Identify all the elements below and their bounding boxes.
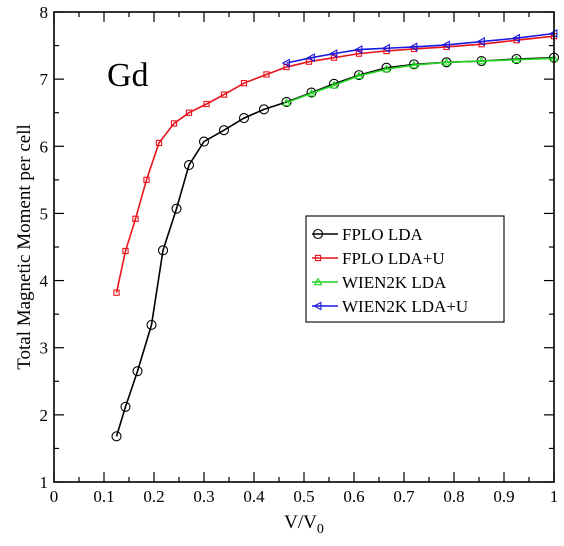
legend-marker [314,254,322,262]
data-point-wien2k-lda [329,80,339,89]
data-point-fplo-lda [183,160,195,171]
data-point-fplo-lda [238,113,250,124]
x-axis-label: V/V0 [284,512,324,537]
x-tick-label: 0 [50,487,59,506]
data-point-fplo-lda-u [203,100,210,108]
data-point-fplo-lda [281,96,292,108]
x-tick-label: 0.7 [393,487,415,506]
legend-marker [313,277,323,286]
data-point-wien2k-lda-u [441,40,450,50]
legend-label: WIEN2K LDA [342,273,447,292]
data-point-wien2k-lda [512,55,521,63]
x-tick-label: 0.6 [343,487,364,506]
x-tick-label: 0.2 [143,487,164,506]
series-line-wien2k-lda [286,57,555,104]
y-tick-label: 8 [40,3,49,22]
data-point-wien2k-lda-u [306,53,315,63]
data-point-fplo-lda-u [263,71,270,78]
data-point-fplo-lda-u [185,109,193,116]
y-tick-label: 2 [40,406,49,425]
series-line-wien2k-lda-u [286,32,555,64]
legend-box [305,215,505,323]
x-tick-label: 0.4 [243,487,265,506]
data-point-fplo-lda-u [155,139,163,147]
data-point-fplo-lda [198,136,210,147]
data-point-wien2k-lda [442,57,451,66]
data-point-fplo-lda-u [113,289,120,296]
data-point-wien2k-lda-u [476,37,485,47]
data-point-wien2k-lda-u [354,45,363,55]
legend: FPLO LDA FPLO LDA+U WIEN2K LDA WIEN2K LDA+U [305,215,505,323]
data-point-fplo-lda-u [240,80,248,87]
data-point-wien2k-lda-u [281,58,290,68]
data-point-wien2k-lda-u [329,49,338,59]
data-point-wien2k-lda-u [409,42,418,52]
y-tick-label: 7 [40,70,49,89]
data-point-fplo-lda [132,366,143,377]
x-tick-label: 0.3 [193,487,214,506]
x-axis-label-main: V/V [284,512,317,533]
legend-item-wien2k-lda: WIEN2K LDA [312,273,447,292]
y-tick-label: 1 [40,473,49,492]
annotation-gd: Gd [107,57,149,94]
data-point-wien2k-lda [282,98,291,106]
y-axis-label: Total Magnetic Moment per cell [14,124,35,370]
data-point-fplo-lda-u [122,247,129,255]
x-tick-label: 0.8 [443,487,464,506]
data-point-wien2k-lda [382,64,391,73]
series-wien2k-lda [282,53,559,106]
y-tick-label: 6 [40,137,49,156]
legend-label: FPLO LDA+U [342,249,445,268]
y-tick-label: 4 [40,272,49,291]
data-point-fplo-lda [306,87,317,98]
data-point-wien2k-lda [477,56,486,65]
data-point-fplo-lda-u [132,215,139,222]
data-point-wien2k-lda [307,88,316,97]
data-point-fplo-lda [171,203,182,214]
data-point-fplo-lda-u [143,176,150,184]
data-point-fplo-lda [146,319,157,330]
data-point-fplo-lda-u [220,91,228,98]
data-point-fplo-lda-u [305,58,313,65]
y-tick-label: 3 [40,339,49,358]
data-point-fplo-lda [120,401,131,412]
series-wien2k-lda-u [281,28,558,68]
legend-item-fplo-lda-u: FPLO LDA+U [312,249,445,268]
x-tick-label: 0.9 [493,487,514,506]
data-point-wien2k-lda [354,71,364,80]
y-tick-label: 5 [40,204,49,223]
plot-frame [53,11,555,483]
data-point-wien2k-lda-u [381,43,390,53]
x-axis-label-subscript: 0 [317,522,324,537]
x-tick-label: 1 [550,487,559,506]
data-point-wien2k-lda-u [511,33,520,43]
legend-label: WIEN2K LDA+U [342,297,468,316]
legend-label: FPLO LDA [342,225,423,244]
legend-item-fplo-lda: FPLO LDA [312,225,423,244]
data-point-fplo-lda [157,245,169,256]
x-tick-label: 0.1 [93,487,114,506]
x-tick-label: 0.5 [293,487,314,506]
series-line-fplo-lda-u [115,35,555,293]
data-point-fplo-lda [111,431,122,442]
data-point-fplo-lda-u [170,120,178,127]
legend-item-wien2k-lda-u: WIEN2K LDA+U [312,297,468,316]
legend-marker [313,301,322,311]
data-point-wien2k-lda [409,60,419,69]
legend-marker [312,228,324,240]
data-point-fplo-lda [218,125,230,136]
data-point-fplo-lda [258,104,270,115]
